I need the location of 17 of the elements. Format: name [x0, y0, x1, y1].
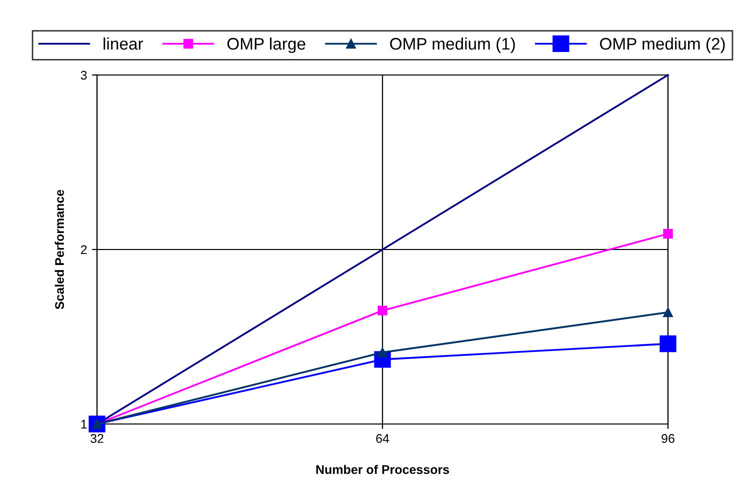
point	[378, 306, 388, 316]
legend-label: linear	[104, 37, 144, 50]
legend-label: OMP large	[227, 37, 306, 54]
legend-label: OMP medium (2)	[600, 37, 725, 54]
x-tick-label: 32	[90, 434, 104, 443]
x-tick-label: 96	[662, 434, 674, 443]
y-tick-label: 1	[81, 420, 87, 429]
y-axis-title: Scaled Performance	[54, 190, 64, 310]
point	[663, 228, 673, 239]
legend-label: OMP medium (1)	[390, 37, 515, 54]
point	[663, 307, 673, 318]
y-tick-label: 2	[80, 245, 87, 254]
point	[660, 335, 676, 352]
x-axis-title: Number of Processors	[316, 464, 450, 474]
point	[378, 348, 388, 358]
y-tick-label: 3	[80, 70, 87, 80]
x-tick-label: 64	[376, 434, 390, 443]
